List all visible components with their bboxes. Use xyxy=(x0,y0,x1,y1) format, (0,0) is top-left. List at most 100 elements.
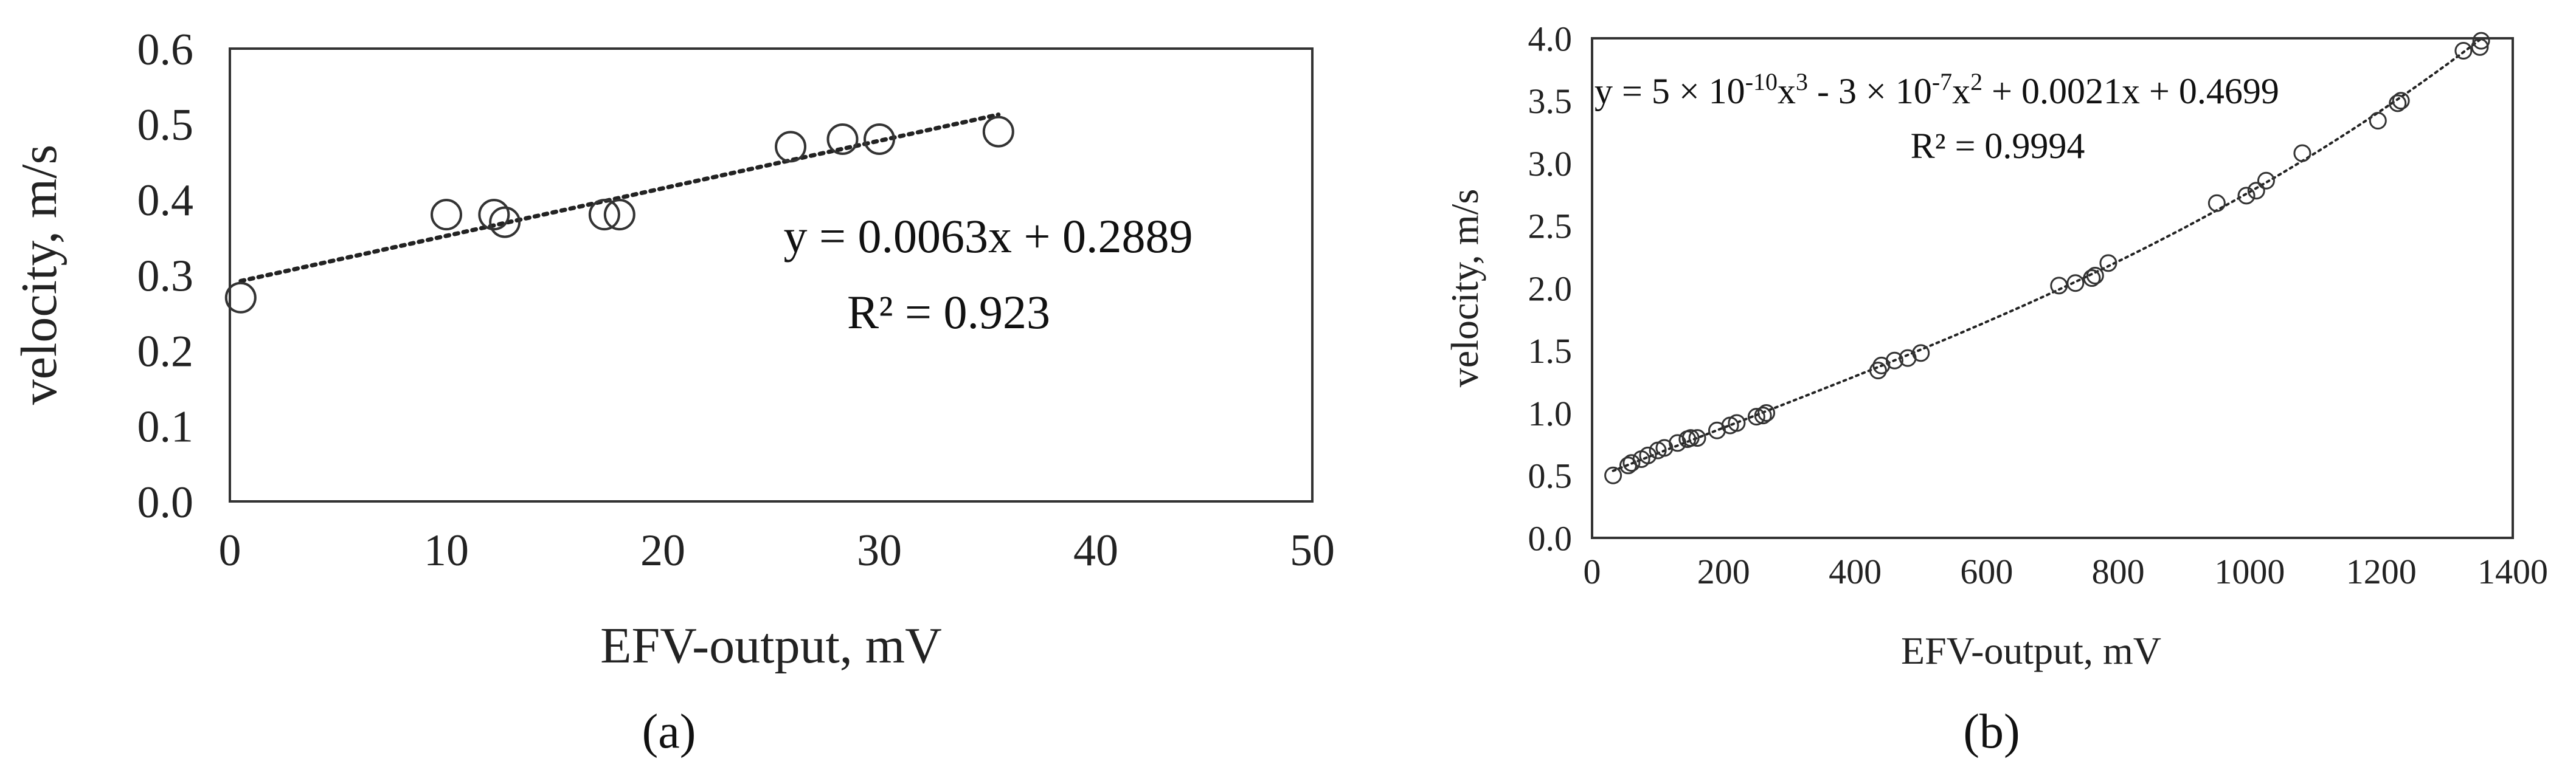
data-point xyxy=(2293,144,2311,162)
y-axis-label-a: velocity, m/s xyxy=(11,145,68,405)
equation-b: y = 5 × 10-10x3 - 3 × 10-7x2 + 0.0021x +… xyxy=(1594,68,2279,112)
equation-text: + 0.0021x + 0.4699 xyxy=(1982,71,2279,111)
panel-label-b: (b) xyxy=(1963,705,2020,758)
x-axis-label-b: EFV-output, mV xyxy=(1901,629,2161,672)
equation-superscript: -10 xyxy=(1745,68,1778,95)
y-tick-label: 0.1 xyxy=(137,402,194,452)
y-tick-label: 1.5 xyxy=(1528,331,1573,371)
plot-frame-b xyxy=(1591,37,2514,539)
data-point xyxy=(2454,42,2473,60)
points-a xyxy=(224,115,1014,314)
data-point xyxy=(2237,187,2256,205)
y-tick-label: 0.5 xyxy=(137,100,194,150)
data-point xyxy=(2257,171,2275,190)
y-tick-label: 3.5 xyxy=(1528,81,1573,121)
y-tick-label: 0.0 xyxy=(137,478,194,528)
trendline-a xyxy=(238,112,1001,283)
y-tick-label: 0.5 xyxy=(1528,456,1573,496)
data-point xyxy=(864,123,895,155)
data-point xyxy=(2099,254,2117,272)
x-tick-label: 50 xyxy=(1290,526,1335,576)
x-ticks-a: 0 10 20 30 40 50 xyxy=(219,526,1335,576)
chart-a: 0.0 0.1 0.2 0.3 0.4 0.5 0.6 0 10 20 30 40 50 y = 0.… xyxy=(11,25,1335,758)
data-point xyxy=(1604,466,1622,484)
y-tick-label: 0.2 xyxy=(137,327,194,377)
points-b xyxy=(1604,32,2490,484)
x-tick-label: 0 xyxy=(219,526,241,576)
y-tick-label: 2.5 xyxy=(1528,207,1573,246)
r2-label-b: R² = 0.9994 xyxy=(1911,126,2085,166)
data-point xyxy=(588,199,620,231)
data-point xyxy=(603,199,635,231)
equation-superscript: 3 xyxy=(1796,68,1808,95)
data-point xyxy=(1688,429,1706,447)
x-tick-label: 200 xyxy=(1697,552,1750,591)
y-tick-label: 0.6 xyxy=(137,25,194,75)
data-point xyxy=(982,115,1014,148)
equation-superscript: 2 xyxy=(1970,68,1982,95)
y-axis-label-b: velocity, m/s xyxy=(1443,189,1486,387)
data-point xyxy=(2083,269,2101,287)
y-tick-label: 1.0 xyxy=(1528,394,1573,433)
data-point xyxy=(826,123,859,155)
y-tick-label: 4.0 xyxy=(1528,19,1573,58)
x-tick-label: 0 xyxy=(1584,552,1601,591)
x-tick-label: 1200 xyxy=(2346,552,2417,591)
y-tick-label: 2.0 xyxy=(1528,269,1573,308)
data-point xyxy=(2369,112,2387,130)
x-tick-label: 10 xyxy=(424,526,469,576)
data-point xyxy=(1754,407,1772,425)
equation-text: - 3 × 10 xyxy=(1808,71,1932,111)
data-point xyxy=(2471,38,2489,56)
data-point xyxy=(2066,274,2085,292)
data-point xyxy=(1728,414,1746,432)
data-point xyxy=(1757,404,1776,422)
y-tick-label: 3.0 xyxy=(1528,144,1573,184)
y-tick-label: 0.0 xyxy=(1528,518,1573,558)
data-point xyxy=(478,199,510,231)
trendline xyxy=(238,112,1001,283)
data-point xyxy=(2389,94,2407,112)
data-point xyxy=(2086,266,2104,284)
data-point xyxy=(1639,446,1657,464)
data-point xyxy=(1869,362,1887,380)
equation-text: y = 5 × 10 xyxy=(1594,71,1745,111)
equation-text: x xyxy=(1952,71,1970,111)
data-point xyxy=(2392,92,2410,110)
x-tick-label: 800 xyxy=(2092,552,2145,591)
y-tick-label: 0.3 xyxy=(137,251,194,301)
x-tick-label: 600 xyxy=(1960,552,2013,591)
chart-b: 0.0 0.5 1.0 1.5 2.0 2.5 3.0 3.5 4.0 0 200 400 600 80… xyxy=(1443,19,2548,758)
data-point xyxy=(1747,408,1765,426)
equation-text: x xyxy=(1778,71,1796,111)
data-point xyxy=(1912,344,1930,362)
data-point xyxy=(1622,454,1641,472)
y-ticks-a: 0.0 0.1 0.2 0.3 0.4 0.5 0.6 xyxy=(137,25,194,528)
r2-label-a: R² = 0.923 xyxy=(847,286,1050,339)
data-point xyxy=(224,281,257,314)
x-tick-label: 40 xyxy=(1073,526,1118,576)
x-tick-label: 20 xyxy=(640,526,685,576)
data-point xyxy=(2247,182,2265,200)
equation-a: y = 0.0063x + 0.2889 xyxy=(784,210,1193,263)
x-tick-label: 30 xyxy=(857,526,902,576)
data-point xyxy=(1681,429,1700,447)
data-point xyxy=(489,206,521,238)
x-tick-label: 1000 xyxy=(2214,552,2285,591)
y-tick-label: 0.4 xyxy=(137,176,194,225)
x-tick-label: 400 xyxy=(1829,552,1882,591)
data-point xyxy=(775,131,807,163)
plot-frame-a xyxy=(229,47,1314,503)
data-point xyxy=(2207,194,2226,212)
x-ticks-b: 0 200 400 600 800 1000 1200 1400 xyxy=(1584,552,2549,591)
x-tick-label: 1400 xyxy=(2477,552,2548,591)
y-ticks-b: 0.0 0.5 1.0 1.5 2.0 2.5 3.0 3.5 4.0 xyxy=(1528,19,1573,558)
data-point xyxy=(2472,32,2490,50)
data-point xyxy=(2050,277,2068,295)
data-point xyxy=(431,199,462,231)
x-axis-label-a: EFV-output, mV xyxy=(600,617,942,674)
equation-superscript: -7 xyxy=(1932,68,1952,95)
data-point xyxy=(1885,351,1903,370)
panel-label-a: (a) xyxy=(642,705,696,758)
